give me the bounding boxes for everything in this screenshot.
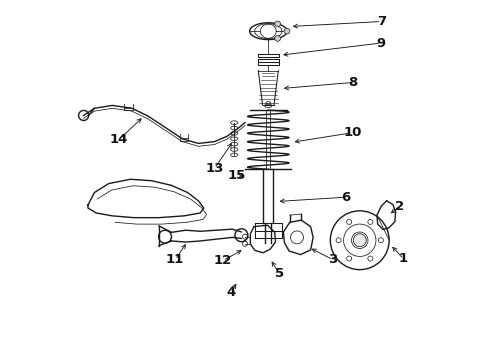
Text: 8: 8 <box>348 76 357 89</box>
Circle shape <box>275 21 280 27</box>
Text: 11: 11 <box>166 253 184 266</box>
Text: 14: 14 <box>110 133 128 146</box>
Text: 2: 2 <box>394 201 404 213</box>
Text: 10: 10 <box>343 126 362 139</box>
Text: 3: 3 <box>328 253 338 266</box>
Circle shape <box>353 234 366 247</box>
Text: 15: 15 <box>228 169 246 182</box>
Text: 12: 12 <box>214 254 232 267</box>
Text: 7: 7 <box>377 15 386 28</box>
Text: 4: 4 <box>226 287 235 300</box>
Ellipse shape <box>265 104 272 108</box>
Circle shape <box>284 28 290 34</box>
Text: 13: 13 <box>205 162 224 175</box>
Circle shape <box>275 36 280 41</box>
Text: 5: 5 <box>274 267 284 280</box>
Text: 9: 9 <box>377 36 386 50</box>
Text: 6: 6 <box>341 191 350 204</box>
Text: 1: 1 <box>399 252 408 265</box>
